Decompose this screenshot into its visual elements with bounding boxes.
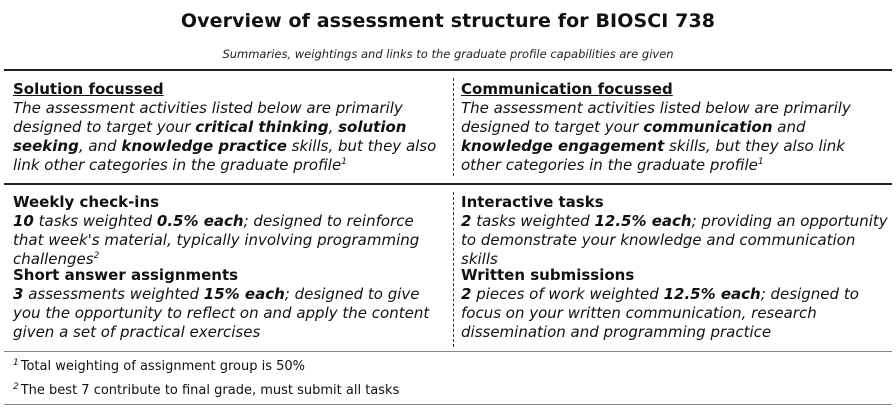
rule-top — [4, 69, 892, 71]
communication-focussed-description: The assessment activities listed below a… — [461, 99, 851, 174]
short-answer-cell: Short answer assignments 3 assessments w… — [13, 266, 445, 342]
weekly-checkins-description: 10 tasks weighted 0.5% each; designed to… — [13, 212, 420, 268]
short-answer-heading: Short answer assignments — [13, 266, 239, 284]
column-divider — [453, 78, 454, 176]
rule-after-intro — [4, 183, 892, 185]
weekly-checkins-heading: Weekly check-ins — [13, 193, 160, 211]
column-divider — [453, 192, 454, 347]
communication-focussed-cell: Communication focussed The assessment ac… — [461, 80, 889, 175]
short-answer-description: 3 assessments weighted 15% each; designe… — [13, 285, 430, 341]
rule-bottom — [4, 404, 892, 405]
footnote: 1 Total weighting of assignment group is … — [13, 357, 306, 374]
communication-focussed-heading: Communication focussed — [461, 80, 673, 98]
page-title: Overview of assessment structure for BIO… — [180, 10, 716, 32]
rule-before-footnotes — [4, 351, 892, 352]
solution-focussed-heading: Solution focussed — [13, 80, 164, 98]
interactive-tasks-cell: Interactive tasks 2 tasks weighted 12.5%… — [461, 193, 889, 269]
solution-focussed-cell: Solution focussed The assessment activit… — [13, 80, 445, 175]
footnote: 2 The best 7 contribute to final grade, m… — [13, 381, 400, 398]
solution-focussed-description: The assessment activities listed below a… — [13, 99, 437, 174]
written-submissions-description: 2 pieces of work weighted 12.5% each; de… — [461, 285, 859, 341]
written-submissions-heading: Written submissions — [461, 266, 635, 284]
written-submissions-cell: Written submissions 2 pieces of work wei… — [461, 266, 889, 342]
interactive-tasks-heading: Interactive tasks — [461, 193, 604, 211]
interactive-tasks-description: 2 tasks weighted 12.5% each; providing a… — [461, 212, 888, 268]
weekly-checkins-cell: Weekly check-ins 10 tasks weighted 0.5% … — [13, 193, 445, 269]
page-subtitle: Summaries, weightings and links to the g… — [222, 47, 674, 61]
